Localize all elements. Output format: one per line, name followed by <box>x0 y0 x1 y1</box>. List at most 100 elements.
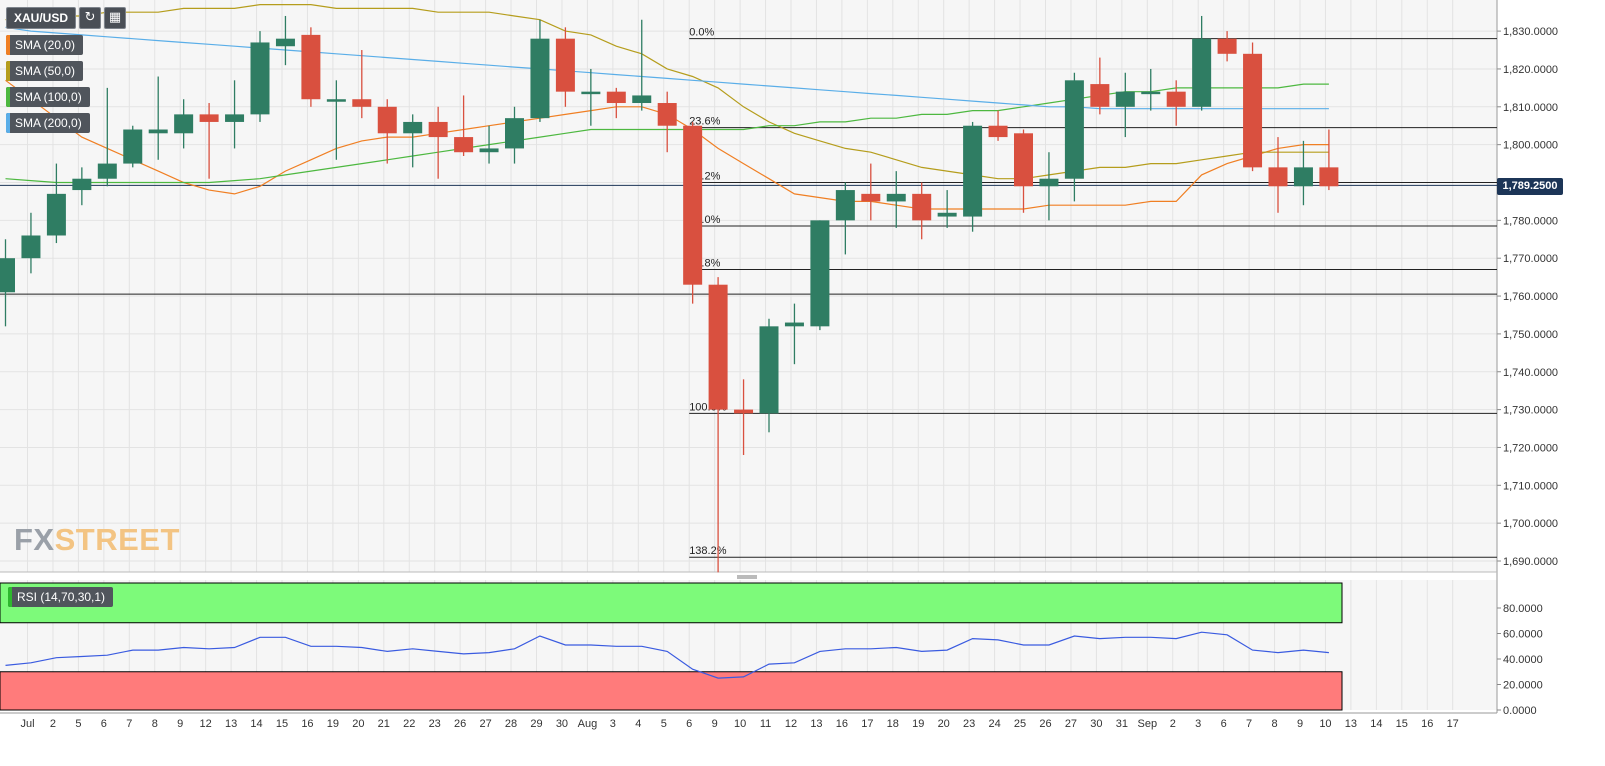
x-tick-label: 2 <box>50 718 56 730</box>
candle-body <box>530 38 550 119</box>
candle-body <box>505 118 524 149</box>
y-tick-label: 1,830.0000 <box>1503 26 1558 38</box>
x-tick-label: 17 <box>861 718 873 730</box>
x-tick-label: 27 <box>1065 718 1077 730</box>
candle-body <box>784 322 804 327</box>
chart-toolbar: XAU/USD ↻ ▦ <box>6 7 127 29</box>
candle-body <box>683 125 703 285</box>
sma-20-swatch <box>6 35 10 55</box>
candle-body <box>174 114 194 134</box>
candle-body <box>454 137 474 153</box>
x-tick-label: 27 <box>479 718 491 730</box>
x-tick-label: 16 <box>836 718 848 730</box>
candle-body <box>912 193 932 221</box>
candle-body <box>377 106 397 134</box>
x-tick-label: 31 <box>1116 718 1128 730</box>
sma-20-label: SMA (20,0) <box>15 38 76 52</box>
symbol-label[interactable]: XAU/USD <box>6 7 77 29</box>
candle-body <box>1039 178 1059 187</box>
rsi-tick-label: 20.0000 <box>1503 680 1543 692</box>
x-tick-label: 3 <box>610 718 616 730</box>
x-tick-label: 14 <box>250 718 262 730</box>
x-tick-label: 23 <box>963 718 975 730</box>
x-tick-label: 7 <box>1246 718 1252 730</box>
candle-body <box>963 125 983 217</box>
rsi-oversold-zone <box>0 671 1343 711</box>
candle-body <box>1192 38 1212 107</box>
x-tick-label: 15 <box>1396 718 1408 730</box>
candle-body <box>123 129 143 164</box>
candle-body <box>1293 167 1313 187</box>
fib-level-label: 23.6% <box>689 116 720 128</box>
sma-200-label: SMA (200,0) <box>15 116 82 130</box>
candle-body <box>275 38 295 47</box>
x-tick-label: 13 <box>1345 718 1357 730</box>
refresh-icon[interactable]: ↻ <box>79 7 102 29</box>
candle-body <box>0 258 15 293</box>
y-tick-label: 1,740.0000 <box>1503 367 1558 379</box>
calendar-icon[interactable]: ▦ <box>104 7 127 29</box>
sma-20-legend[interactable]: SMA (20,0) <box>6 35 84 55</box>
rsi-overbought-zone <box>0 582 1343 624</box>
x-tick-label: 11 <box>760 718 771 730</box>
candle-body <box>46 193 66 236</box>
y-tick-label: 1,710.0000 <box>1503 480 1558 492</box>
x-tick-label: 9 <box>177 718 183 730</box>
y-tick-label: 1,690.0000 <box>1503 556 1558 568</box>
candle-body <box>1319 167 1339 187</box>
candle-body <box>403 121 423 134</box>
candle-body <box>555 38 575 92</box>
x-tick-label: 14 <box>1370 718 1382 730</box>
candle-body <box>1090 84 1110 107</box>
candle-body <box>250 42 270 115</box>
x-tick-label: 4 <box>635 718 641 730</box>
candle-body <box>581 91 601 95</box>
x-tick-label: 26 <box>454 718 466 730</box>
candle-body <box>708 284 728 410</box>
sma-50-label: SMA (50,0) <box>15 64 76 78</box>
x-tick-label: 30 <box>1090 718 1102 730</box>
candle-body <box>937 212 957 217</box>
x-tick-label: 5 <box>75 718 81 730</box>
candle-body <box>886 193 906 202</box>
rsi-line <box>5 631 1329 679</box>
x-tick-label: 19 <box>912 718 924 730</box>
x-tick-label: 21 <box>378 718 390 730</box>
sma-100-legend[interactable]: SMA (100,0) <box>6 87 90 107</box>
sma-100-label: SMA (100,0) <box>15 90 82 104</box>
sma-50-legend[interactable]: SMA (50,0) <box>6 61 84 81</box>
candle-body <box>606 91 626 104</box>
candle-body <box>72 178 92 191</box>
candle-body <box>1166 91 1186 107</box>
x-tick-label: 22 <box>403 718 415 730</box>
fib-level-label: 0.0% <box>689 27 714 39</box>
candle-body <box>1014 133 1033 187</box>
y-tick-label: 1,780.0000 <box>1503 215 1558 227</box>
x-tick-label: 29 <box>530 718 542 730</box>
candle-body <box>734 409 754 414</box>
x-tick-label: 10 <box>1319 718 1331 730</box>
main-plot-area <box>0 0 1497 572</box>
candle-body <box>759 326 779 414</box>
x-tick-label: 12 <box>200 718 212 730</box>
x-tick-label: 3 <box>1195 718 1201 730</box>
x-tick-label: Aug <box>578 718 598 730</box>
x-tick-label: 18 <box>887 718 899 730</box>
x-tick-label: 20 <box>352 718 364 730</box>
x-tick-label: 20 <box>938 718 950 730</box>
x-tick-label: 10 <box>734 718 746 730</box>
candle-body <box>1115 91 1135 107</box>
x-tick-label: 25 <box>1014 718 1026 730</box>
sma-200-legend[interactable]: SMA (200,0) <box>6 113 90 133</box>
candle-body <box>1268 167 1288 187</box>
x-tick-label: 15 <box>276 718 288 730</box>
rsi-legend[interactable]: RSI (14,70,30,1) <box>8 587 114 607</box>
x-tick-label: 16 <box>1421 718 1433 730</box>
candle-body <box>21 235 41 259</box>
x-tick-label: 12 <box>785 718 797 730</box>
x-tick-label: 26 <box>1039 718 1051 730</box>
rsi-tick-label: 80.0000 <box>1503 603 1543 615</box>
rsi-label-text: RSI (14,70,30,1) <box>17 590 106 604</box>
x-tick-label: 6 <box>1221 718 1227 730</box>
